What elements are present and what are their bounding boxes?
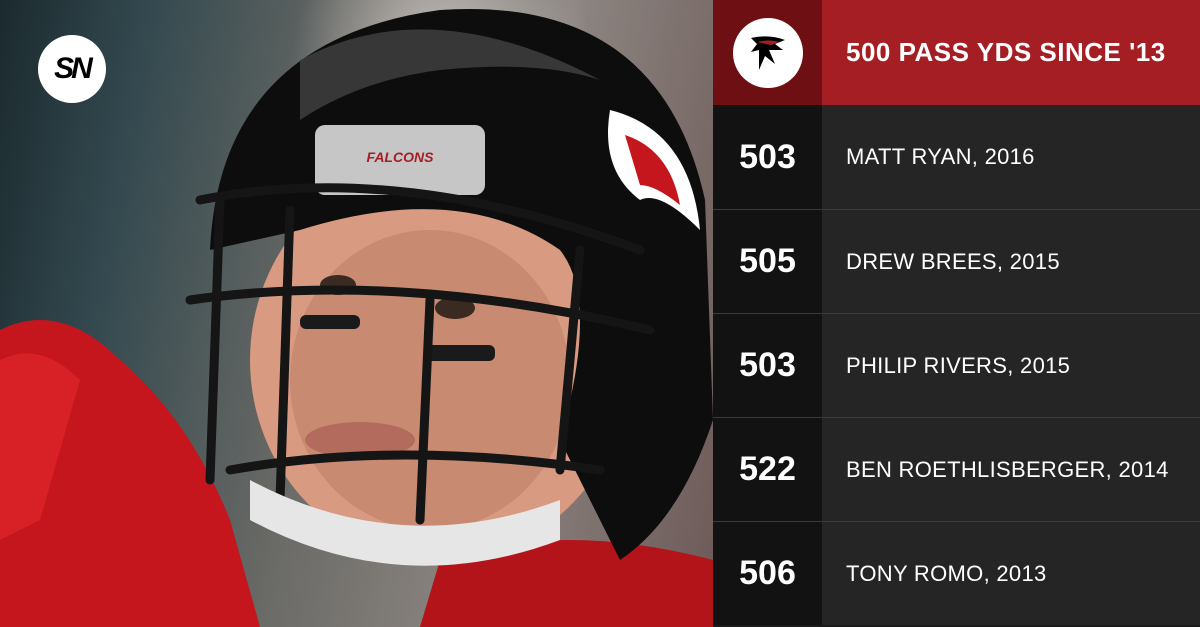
player-season-label: PHILIP RIVERS, 2015 [822,314,1200,417]
player-season-label: MATT RYAN, 2016 [822,105,1200,209]
falcon-glyph-icon [750,35,785,70]
sn-logo-text: SN [54,52,93,85]
stats-panel: 500 PASS YDS SINCE '13 503 MATT RYAN, 20… [713,0,1200,627]
sporting-news-logo: SN [38,35,106,103]
stats-row: 505 DREW BREES, 2015 [713,209,1200,313]
helmet-text: FALCONS [367,149,435,165]
stats-row: 503 PHILIP RIVERS, 2015 [713,313,1200,417]
pass-yards-value: 503 [713,314,822,417]
stats-title: 500 PASS YDS SINCE '13 [846,37,1166,67]
pass-yards-value: 503 [713,105,822,209]
pass-yards-value: 505 [713,210,822,313]
stats-row: 522 BEN ROETHLISBERGER, 2014 [713,417,1200,521]
player-photo: FALCONS SN [0,0,713,627]
falcons-logo-icon [732,17,803,88]
header-logo-cell [713,0,822,105]
player-illustration: FALCONS [0,8,713,627]
player-season-label: BEN ROETHLISBERGER, 2014 [822,418,1200,521]
pass-yards-value: 522 [713,418,822,521]
stats-list: 503 MATT RYAN, 2016 505 DREW BREES, 2015… [713,105,1200,625]
pass-yards-value: 506 [713,522,822,625]
stats-header: 500 PASS YDS SINCE '13 [713,0,1200,105]
stats-row: 506 TONY ROMO, 2013 [713,521,1200,625]
stats-row: 503 MATT RYAN, 2016 [713,105,1200,209]
player-season-label: TONY ROMO, 2013 [822,522,1200,625]
player-season-label: DREW BREES, 2015 [822,210,1200,313]
header-title-cell: 500 PASS YDS SINCE '13 [822,0,1200,105]
